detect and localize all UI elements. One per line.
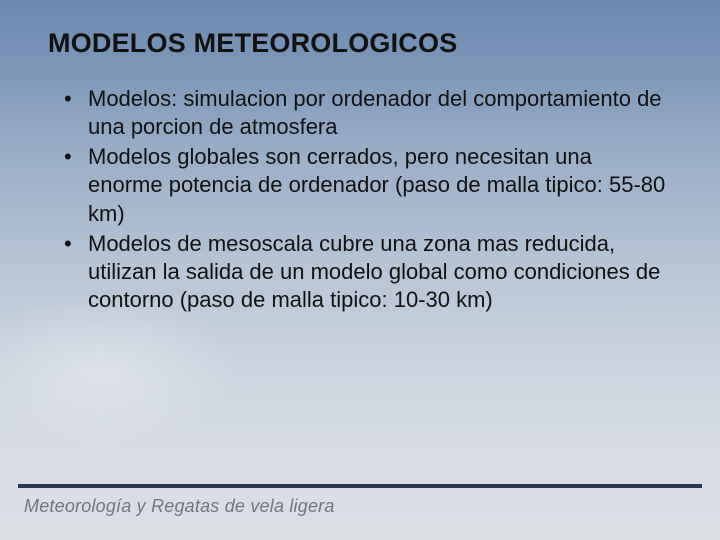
footer-text: Meteorología y Regatas de vela ligera (24, 496, 335, 517)
footer-divider (18, 484, 702, 488)
list-item: Modelos de mesoscala cubre una zona mas … (64, 230, 672, 314)
slide: MODELOS METEOROLOGICOS Modelos: simulaci… (0, 0, 720, 540)
bullet-list: Modelos: simulacion por ordenador del co… (48, 85, 672, 314)
list-item: Modelos globales son cerrados, pero nece… (64, 143, 672, 227)
footer: Meteorología y Regatas de vela ligera (0, 484, 720, 540)
slide-title: MODELOS METEOROLOGICOS (48, 28, 672, 59)
list-item: Modelos: simulacion por ordenador del co… (64, 85, 672, 141)
